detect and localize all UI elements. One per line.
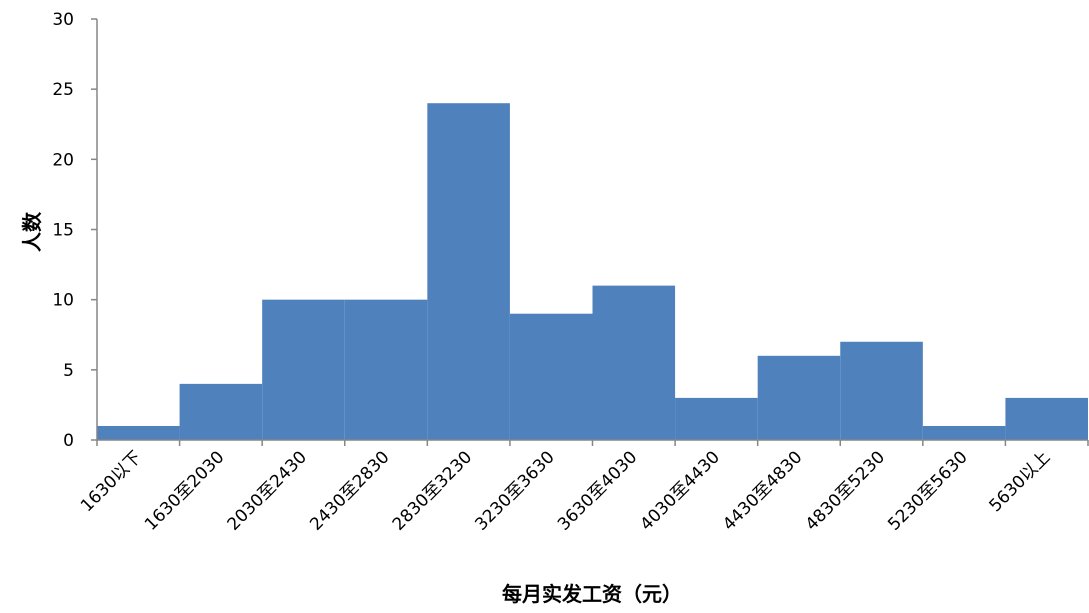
bar-10 xyxy=(922,425,1006,440)
bar-11 xyxy=(1005,397,1088,440)
y-tick-label-6: 30 xyxy=(52,10,74,30)
bar-5 xyxy=(509,313,593,440)
y-axis-title: 人数 xyxy=(20,211,44,252)
x-tick-label-3: 2430至2830 xyxy=(306,447,393,534)
bar-1 xyxy=(179,383,263,440)
y-tick-label-2: 10 xyxy=(52,291,74,311)
bar-0 xyxy=(97,425,180,440)
x-tick-label-4: 2830至3230 xyxy=(389,447,476,534)
x-tick-label-0: 1630以下 xyxy=(77,447,146,516)
bar-3 xyxy=(344,299,428,440)
x-tick-label-6: 3630至4030 xyxy=(554,447,641,534)
labels-layer: 0 5 10 15 20 25 30 1630以下1630至20302030至24302430… xyxy=(52,10,1054,535)
x-tick-label-10: 5230至5630 xyxy=(884,447,971,534)
y-tick-label-1: 5 xyxy=(63,361,74,381)
x-tick-label-1: 1630至2030 xyxy=(141,447,228,534)
x-tick-label-7: 4030至4430 xyxy=(637,447,724,534)
bar-8 xyxy=(757,355,841,440)
y-tick-label-4: 20 xyxy=(52,150,74,170)
y-tick-label-3: 15 xyxy=(52,221,74,241)
x-tick-label-8: 4430至4830 xyxy=(719,447,806,534)
bar-6 xyxy=(592,285,676,440)
bars-layer xyxy=(97,103,1088,440)
x-tick-label-2: 2030至2430 xyxy=(224,447,311,534)
axes-layer xyxy=(91,18,1089,446)
bar-7 xyxy=(675,397,758,440)
x-tick-label-5: 3230至3630 xyxy=(471,447,558,534)
x-tick-label-9: 4830至5230 xyxy=(802,447,889,534)
y-tick-label-5: 25 xyxy=(52,80,74,100)
x-axis-title: 每月实发工资（元） xyxy=(502,582,682,606)
x-tick-label-11: 5630以上 xyxy=(985,447,1054,516)
bar-4 xyxy=(427,103,510,440)
y-tick-label-0: 0 xyxy=(63,431,74,451)
bar-9 xyxy=(840,341,923,440)
bar-2 xyxy=(262,299,345,440)
